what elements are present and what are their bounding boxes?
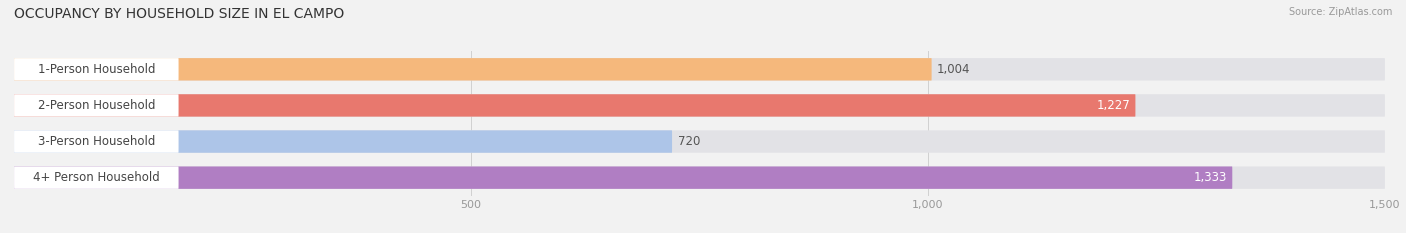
Text: OCCUPANCY BY HOUSEHOLD SIZE IN EL CAMPO: OCCUPANCY BY HOUSEHOLD SIZE IN EL CAMPO (14, 7, 344, 21)
Text: 1,227: 1,227 (1097, 99, 1130, 112)
FancyBboxPatch shape (14, 94, 179, 117)
Text: 720: 720 (678, 135, 700, 148)
FancyBboxPatch shape (14, 58, 932, 81)
FancyBboxPatch shape (14, 166, 179, 189)
FancyBboxPatch shape (14, 94, 1385, 117)
Text: Source: ZipAtlas.com: Source: ZipAtlas.com (1288, 7, 1392, 17)
Text: 2-Person Household: 2-Person Household (38, 99, 155, 112)
Text: 1,333: 1,333 (1194, 171, 1227, 184)
FancyBboxPatch shape (14, 166, 1385, 189)
Text: 1,004: 1,004 (938, 63, 970, 76)
FancyBboxPatch shape (14, 130, 179, 153)
Text: 1-Person Household: 1-Person Household (38, 63, 155, 76)
FancyBboxPatch shape (14, 130, 672, 153)
FancyBboxPatch shape (14, 166, 1232, 189)
FancyBboxPatch shape (14, 130, 1385, 153)
FancyBboxPatch shape (14, 58, 179, 81)
FancyBboxPatch shape (14, 58, 1385, 81)
Text: 4+ Person Household: 4+ Person Household (32, 171, 160, 184)
FancyBboxPatch shape (14, 94, 1136, 117)
Text: 3-Person Household: 3-Person Household (38, 135, 155, 148)
